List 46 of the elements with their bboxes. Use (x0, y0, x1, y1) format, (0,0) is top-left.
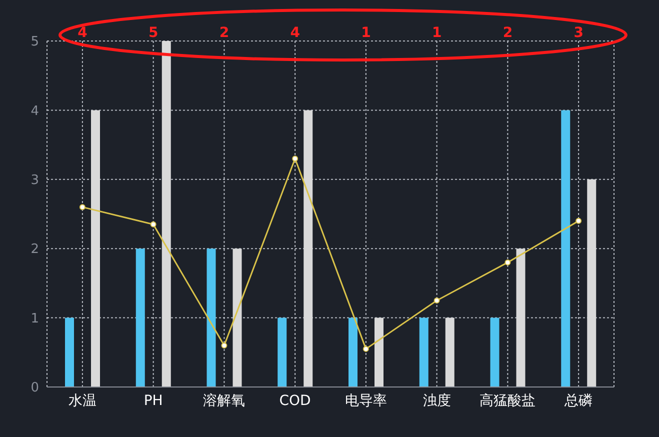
x-tick-label: PH (144, 392, 163, 409)
bar (587, 179, 596, 387)
bar (162, 41, 171, 387)
bar (445, 318, 454, 387)
y-tick-label: 3 (30, 173, 39, 188)
bar (65, 318, 74, 387)
annotation: 1 (432, 25, 442, 41)
bar (136, 248, 145, 387)
annotation: 4 (78, 25, 88, 41)
bar (561, 110, 570, 387)
annotation: 3 (574, 25, 584, 41)
y-tick-label: 5 (30, 34, 39, 50)
x-tick-label: 总磷 (564, 392, 593, 409)
point (292, 156, 298, 162)
annotation: 1 (361, 25, 371, 41)
bar (348, 318, 358, 387)
point (504, 259, 511, 266)
x-tick-label: 电导率 (344, 392, 387, 409)
bar (304, 110, 313, 387)
y-tick-label: 4 (30, 104, 39, 119)
bar (516, 248, 526, 387)
y-tick-label: 1 (30, 311, 39, 326)
x-tick-label: 水温 (68, 392, 96, 409)
y-tick-label: 0 (30, 380, 39, 396)
annotation: 2 (502, 25, 513, 41)
bar (490, 318, 500, 387)
bar (206, 248, 216, 387)
point (79, 204, 86, 210)
x-tick-label: 溶解氧 (203, 392, 246, 409)
point (362, 346, 369, 352)
point (576, 218, 582, 224)
point (434, 298, 440, 304)
bar (419, 318, 428, 387)
point (221, 342, 228, 348)
x-tick-label: 高猛酸盐 (480, 392, 536, 409)
annotation: 5 (148, 25, 158, 41)
bar (91, 110, 100, 387)
x-tick-label: 浊度 (422, 392, 451, 409)
bar (374, 318, 384, 387)
bar (278, 318, 287, 387)
annotation: 4 (290, 25, 300, 41)
y-tick-label: 2 (30, 242, 39, 258)
point (150, 221, 156, 228)
annotation: 2 (219, 25, 230, 41)
x-tick-label: COD (279, 392, 311, 409)
bar (232, 248, 242, 387)
